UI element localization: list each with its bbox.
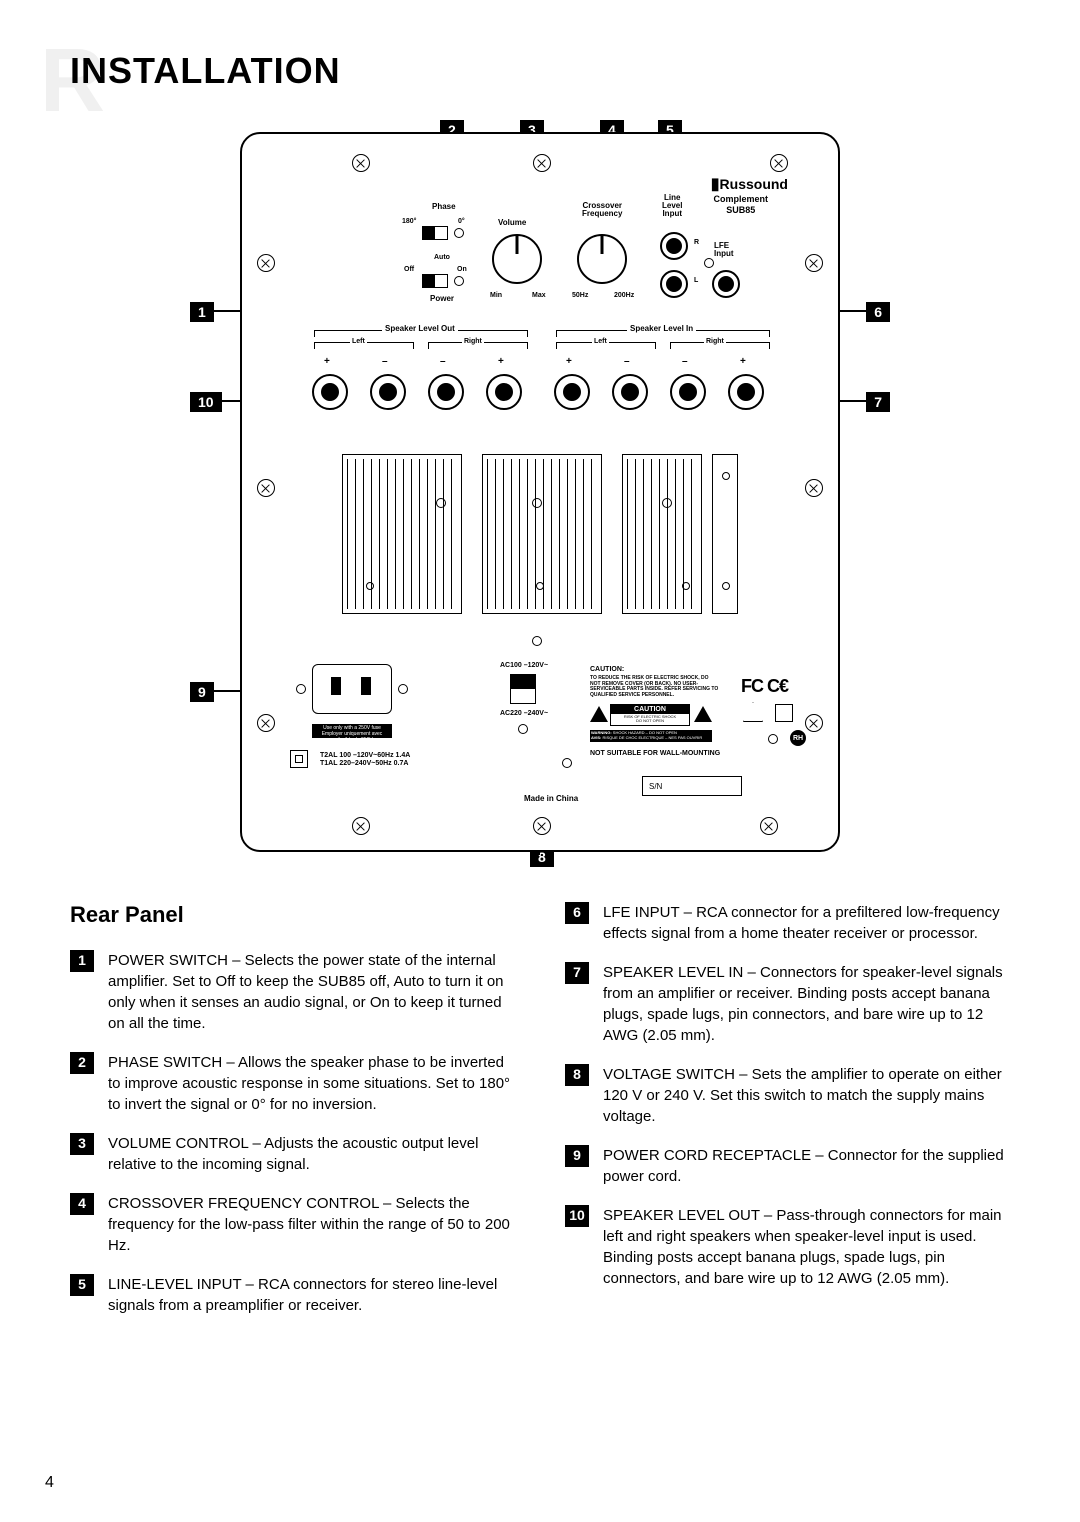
item-text: SPEAKER LEVEL OUT – Pass-through connect… xyxy=(603,1205,1010,1289)
ac220-label: AC220 –240V~ xyxy=(500,710,548,717)
caution-box-title: CAUTION xyxy=(611,705,689,714)
binding-post xyxy=(428,374,464,410)
page-title: INSTALLATION xyxy=(70,50,1010,92)
item-number: 4 xyxy=(70,1193,94,1215)
voltage-switch xyxy=(510,674,536,704)
rca-jack-l xyxy=(660,270,688,298)
item-text: VOLUME CONTROL – Adjusts the acoustic ou… xyxy=(108,1133,515,1175)
binding-post xyxy=(312,374,348,410)
description-item: 9 POWER CORD RECEPTACLE – Connector for t… xyxy=(565,1145,1010,1187)
rca-jack-r xyxy=(660,232,688,260)
description-item: 5 LINE-LEVEL INPUT – RCA connectors for s… xyxy=(70,1274,515,1316)
item-number: 2 xyxy=(70,1052,94,1074)
binding-post xyxy=(670,374,706,410)
item-text: VOLTAGE SWITCH – Sets the amplifier to o… xyxy=(603,1064,1010,1127)
rh-badge: RH xyxy=(790,730,806,746)
item-number: 6 xyxy=(565,902,589,924)
item-text: LINE-LEVEL INPUT – RCA connectors for st… xyxy=(108,1274,515,1316)
caution-text: TO REDUCE THE RISK OF ELECTRIC SHOCK, DO… xyxy=(590,676,720,698)
screw-icon xyxy=(805,254,823,272)
crossover-dial xyxy=(577,234,627,284)
item-text: LFE INPUT – RCA connector for a prefilte… xyxy=(603,902,1010,944)
item-number: 7 xyxy=(565,962,589,984)
screw-icon xyxy=(805,479,823,497)
binding-post xyxy=(486,374,522,410)
caution-title: CAUTION: xyxy=(590,666,624,673)
screw-icon xyxy=(533,154,551,172)
speaker-in-label: Speaker Level In xyxy=(627,324,696,333)
warning-triangle-icon xyxy=(694,706,712,722)
description-item: 10 SPEAKER LEVEL OUT – Pass-through conne… xyxy=(565,1205,1010,1289)
screw-icon xyxy=(805,714,823,732)
binding-post xyxy=(728,374,764,410)
screw-icon xyxy=(257,254,275,272)
item-text: POWER SWITCH – Selects the power state o… xyxy=(108,950,515,1034)
screw-icon xyxy=(533,817,551,835)
wall-mount-label: NOT SUITABLE FOR WALL-MOUNTING xyxy=(590,750,720,757)
warning-triangle-icon xyxy=(590,706,608,722)
screw-icon xyxy=(257,714,275,732)
warning-text: WARNING: SHOCK HAZARD – DO NOT OPENAVIS:… xyxy=(590,730,712,742)
description-item: 6 LFE INPUT – RCA connector for a prefilt… xyxy=(565,902,1010,944)
description-item: 7 SPEAKER LEVEL IN – Connectors for speak… xyxy=(565,962,1010,1046)
description-item: 4 CROSSOVER FREQUENCY CONTROL – Selects t… xyxy=(70,1193,515,1256)
screw-icon xyxy=(770,154,788,172)
brand-logo: ▮Russound xyxy=(711,174,788,194)
model-label: ComplementSUB85 xyxy=(713,194,768,216)
item-text: PHASE SWITCH – Allows the speaker phase … xyxy=(108,1052,515,1115)
binding-post xyxy=(612,374,648,410)
power-switch xyxy=(422,274,448,288)
made-in-label: Made in China xyxy=(524,794,578,803)
rear-panel-diagram: 2 3 4 5 1 10 9 6 7 8 ▮Russound xyxy=(180,132,900,852)
screw-icon xyxy=(760,817,778,835)
screw-icon xyxy=(352,817,370,835)
screw-icon xyxy=(352,154,370,172)
phase-label: Phase xyxy=(432,202,456,211)
item-number: 1 xyxy=(70,950,94,972)
callout-9: 9 xyxy=(190,682,214,702)
callout-1: 1 xyxy=(190,302,214,322)
page-number: 4 xyxy=(45,1474,54,1492)
callout-6: 6 xyxy=(866,302,890,322)
item-number: 9 xyxy=(565,1145,589,1167)
section-heading: Rear Panel xyxy=(70,902,515,928)
speaker-out-label: Speaker Level Out xyxy=(382,324,458,333)
fuse-rating: T2AL 100 –120V~60Hz 1.4AT1AL 220–240V~50… xyxy=(320,752,410,767)
power-receptacle xyxy=(312,664,392,714)
serial-number-box: S/N xyxy=(642,776,742,796)
item-number: 5 xyxy=(70,1274,94,1296)
heatsink xyxy=(342,454,462,614)
fuse-warning: Use only with a 250V fuseEmployer unique… xyxy=(312,724,392,738)
description-item: 2 PHASE SWITCH – Allows the speaker phase… xyxy=(70,1052,515,1115)
fcc-ce-logo: FC C€ xyxy=(741,676,788,697)
line-level-label: LineLevelInput xyxy=(662,194,682,218)
item-text: POWER CORD RECEPTACLE – Connector for th… xyxy=(603,1145,1010,1187)
lfe-label: LFEInput xyxy=(714,242,734,258)
description-item: 8 VOLTAGE SWITCH – Sets the amplifier to … xyxy=(565,1064,1010,1127)
callout-7: 7 xyxy=(866,392,890,412)
callout-10: 10 xyxy=(190,392,222,412)
compliance-icon xyxy=(775,704,793,722)
heatsink xyxy=(622,454,702,614)
lfe-jack xyxy=(712,270,740,298)
item-number: 8 xyxy=(565,1064,589,1086)
binding-post xyxy=(370,374,406,410)
description-item: 3 VOLUME CONTROL – Adjusts the acoustic o… xyxy=(70,1133,515,1175)
item-number: 10 xyxy=(565,1205,589,1227)
binding-post xyxy=(554,374,590,410)
description-item: 1 POWER SWITCH – Selects the power state … xyxy=(70,950,515,1034)
phase-switch xyxy=(422,226,448,240)
volume-label: Volume xyxy=(498,218,526,227)
item-number: 3 xyxy=(70,1133,94,1155)
item-text: SPEAKER LEVEL IN – Connectors for speake… xyxy=(603,962,1010,1046)
ac100-label: AC100 –120V~ xyxy=(500,662,548,669)
volume-dial xyxy=(492,234,542,284)
screw-icon xyxy=(257,479,275,497)
item-text: CROSSOVER FREQUENCY CONTROL – Selects th… xyxy=(108,1193,515,1256)
heatsink xyxy=(482,454,602,614)
crossover-label: CrossoverFrequency xyxy=(582,202,622,218)
